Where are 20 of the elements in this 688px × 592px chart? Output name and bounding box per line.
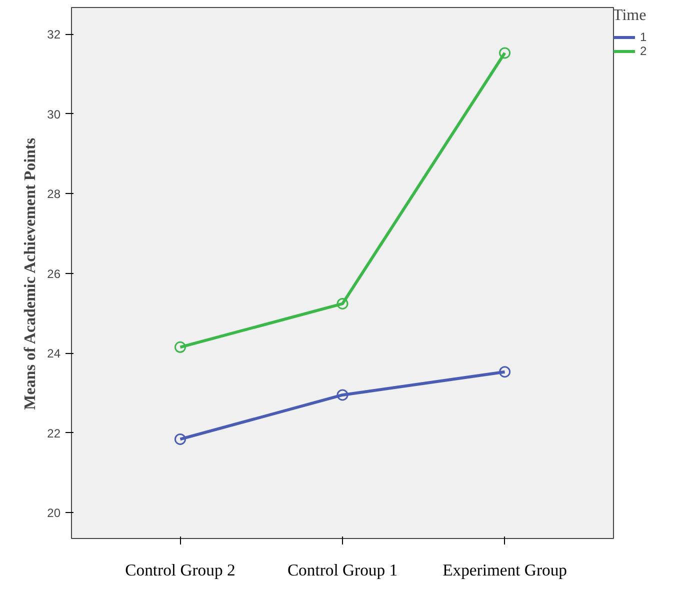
y-tick-label: 32 [47,28,61,42]
point [499,47,511,59]
legend-label: 1 [640,30,648,44]
point [336,298,348,310]
x-tick-label: Experiment Group [442,560,567,580]
y-axis-title: Means of Academic Achievement Points [22,138,40,410]
legend-title: Time [613,7,648,25]
legend-label: 2 [640,44,648,58]
point [336,389,348,401]
y-tick-label: 22 [47,426,61,440]
point [174,341,186,353]
y-tick-label: 28 [47,187,61,202]
y-tick-label: 26 [47,266,61,281]
point [174,433,186,445]
x-tick-label: Control Group 1 [287,560,398,580]
x-tick-label: Control Group 2 [125,560,236,580]
point [499,366,511,378]
y-tick-label: 24 [47,346,61,361]
y-tick-label: 20 [47,506,61,520]
y-tick-label: 30 [47,107,61,122]
